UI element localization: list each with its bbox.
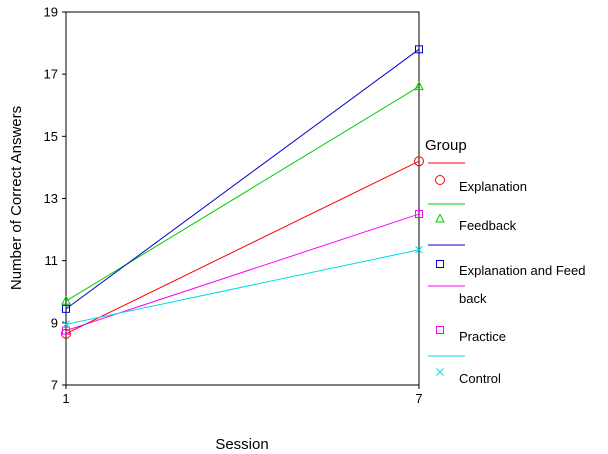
legend-label: Practice <box>459 329 506 344</box>
x-axis-title: Session <box>215 436 268 453</box>
legend: Group Explanation Feedback Explanation and… <box>425 137 585 386</box>
data-point <box>415 45 423 54</box>
y-tick-label: 11 <box>45 253 59 268</box>
series-line <box>65 160 420 335</box>
legend-marker <box>435 213 445 223</box>
legend-marker <box>436 326 444 334</box>
y-tick-label: 13 <box>44 191 58 206</box>
series-lines <box>65 48 420 335</box>
data-point <box>62 320 70 329</box>
series-line <box>65 213 420 332</box>
legend-marker <box>435 175 445 185</box>
legend-label: Explanation and Feed <box>459 263 585 278</box>
y-tick-label: 19 <box>44 5 58 20</box>
data-point <box>62 326 70 335</box>
data-point <box>415 245 423 254</box>
x-tick-label: 7 <box>415 391 422 406</box>
series-line <box>65 48 420 310</box>
legend-label: Control <box>459 371 501 386</box>
data-point <box>62 304 70 313</box>
y-tick-label: 7 <box>51 378 58 393</box>
data-point <box>415 210 423 219</box>
series-line <box>65 86 420 302</box>
y-axis: 7 9 11 13 15 17 19 <box>44 5 66 393</box>
data-point <box>414 156 424 167</box>
data-point <box>414 81 424 91</box>
y-tick-label: 17 <box>44 67 58 82</box>
legend-label: Feedback <box>459 218 517 233</box>
legend-label: back <box>459 291 487 306</box>
y-axis-title: Number of Correct Answers <box>8 106 25 290</box>
legend-title: Group <box>425 137 467 154</box>
data-point <box>61 328 71 339</box>
series-markers <box>61 45 424 339</box>
legend-label: Explanation <box>459 179 527 194</box>
series-line <box>65 249 420 325</box>
legend-marker <box>436 260 444 268</box>
y-tick-label: 15 <box>44 129 58 144</box>
data-point <box>61 295 71 305</box>
legend-marker <box>436 368 444 376</box>
plot-area <box>65 11 420 386</box>
x-tick-label: 1 <box>62 391 69 406</box>
y-tick-label: 9 <box>51 315 58 330</box>
